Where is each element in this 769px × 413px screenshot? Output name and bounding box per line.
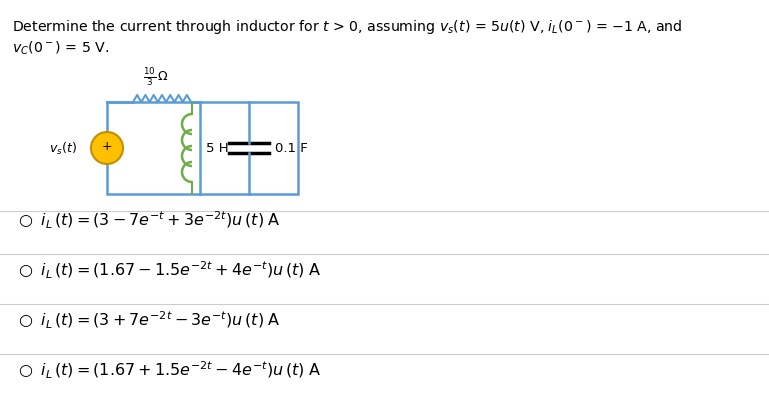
Text: $\frac{10}{3}\,\Omega$: $\frac{10}{3}\,\Omega$ xyxy=(143,66,169,88)
Text: $v_s(t)$: $v_s(t)$ xyxy=(49,140,77,157)
Text: $\bigcirc\;\; i_L\,(t) = \left(3 - 7e^{-t} + 3e^{-2t}\right)u\,(t)\;\mathrm{A}$: $\bigcirc\;\; i_L\,(t) = \left(3 - 7e^{-… xyxy=(18,209,281,230)
Text: $+$: $+$ xyxy=(102,140,112,153)
Text: $\bigcirc\;\; i_L\,(t) = \left(1.67 - 1.5e^{-2t} + 4e^{-t}\right)u\,(t)\;\mathrm: $\bigcirc\;\; i_L\,(t) = \left(1.67 - 1.… xyxy=(18,259,321,280)
Text: $v_C$(0$^-$) = 5 V.: $v_C$(0$^-$) = 5 V. xyxy=(12,40,109,57)
Text: Determine the current through inductor for $t$ > 0, assuming $v_s(t)$ = 5$u(t)$ : Determine the current through inductor f… xyxy=(12,18,683,36)
Text: 0.1 F: 0.1 F xyxy=(275,142,308,155)
Text: $\bigcirc\;\; i_L\,(t) = \left(3 + 7e^{-2t} - 3e^{-t}\right)u\,(t)\;\mathrm{A}$: $\bigcirc\;\; i_L\,(t) = \left(3 + 7e^{-… xyxy=(18,309,281,330)
Circle shape xyxy=(91,133,123,165)
Text: $\bigcirc\;\; i_L\,(t) = \left(1.67 + 1.5e^{-2t} - 4e^{-t}\right)u\,(t)\;\mathrm: $\bigcirc\;\; i_L\,(t) = \left(1.67 + 1.… xyxy=(18,358,321,380)
Text: 5 H: 5 H xyxy=(206,142,228,155)
